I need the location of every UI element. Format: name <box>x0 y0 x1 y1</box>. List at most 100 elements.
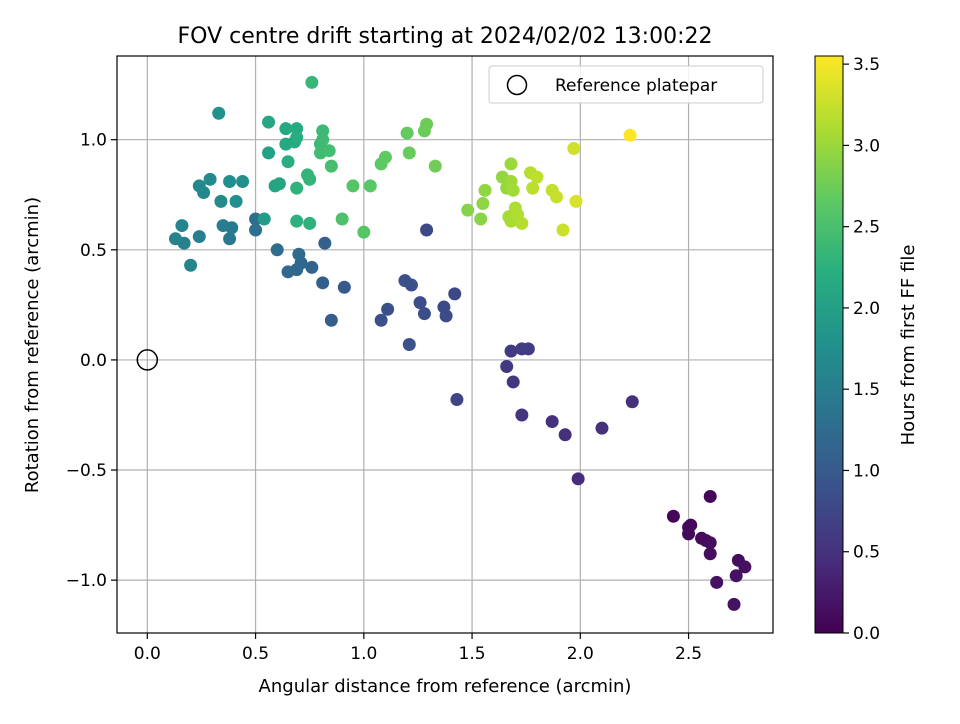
data-point <box>229 194 243 208</box>
data-point <box>595 421 609 435</box>
data-point <box>530 170 544 184</box>
legend-label: Reference platepar <box>555 76 717 96</box>
data-point <box>290 214 304 228</box>
data-point <box>417 307 431 321</box>
data-point <box>625 395 639 409</box>
data-point <box>203 172 217 186</box>
x-tick-label: 1.0 <box>350 644 377 664</box>
data-point <box>571 472 585 486</box>
data-point <box>335 212 349 226</box>
data-point <box>192 179 206 193</box>
data-point <box>666 509 680 523</box>
data-point <box>400 126 414 140</box>
data-point <box>324 159 338 173</box>
data-point <box>402 338 416 351</box>
data-point <box>506 375 520 389</box>
data-point <box>515 408 529 422</box>
data-point <box>305 75 319 89</box>
x-axis-label: Angular distance from reference (arcmin) <box>259 676 632 697</box>
data-point <box>420 117 434 131</box>
chart-title: FOV centre drift starting at 2024/02/02 … <box>178 24 713 49</box>
data-point <box>292 247 306 261</box>
y-tick-label: −1.0 <box>66 571 107 591</box>
data-point <box>249 223 263 237</box>
data-point <box>378 150 392 164</box>
data-point <box>558 428 572 442</box>
data-point <box>556 223 570 237</box>
data-point <box>398 274 412 288</box>
data-point <box>168 232 182 246</box>
data-point <box>474 212 488 226</box>
data-point <box>450 393 464 407</box>
y-tick-label: 1.0 <box>80 131 107 151</box>
colorbar-tick-label: 3.5 <box>853 55 880 75</box>
y-axis-ticks: −1.0 −0.5 0.0 0.5 1.0 <box>66 131 117 591</box>
data-points <box>168 75 752 611</box>
data-point <box>212 106 226 120</box>
data-point <box>374 313 388 327</box>
data-point <box>305 260 319 274</box>
data-point <box>290 181 304 195</box>
data-point <box>279 122 293 136</box>
data-point <box>346 179 360 193</box>
data-point <box>478 183 492 197</box>
x-tick-label: 2.5 <box>675 644 702 664</box>
y-axis-label: Rotation from reference (arcmin) <box>22 197 43 493</box>
data-point <box>500 360 514 374</box>
data-point <box>303 216 317 230</box>
y-tick-label: −0.5 <box>66 461 107 481</box>
data-point <box>223 232 237 246</box>
colorbar-tick-label: 3.0 <box>853 136 880 156</box>
data-point <box>281 155 295 169</box>
data-point <box>324 313 338 327</box>
data-point <box>504 157 518 171</box>
reference-point <box>136 349 159 371</box>
data-point <box>357 225 371 239</box>
colorbar-tick-label: 2.5 <box>853 218 880 238</box>
data-point <box>318 236 332 250</box>
colorbar-tick-label: 0.5 <box>853 543 880 563</box>
data-point <box>214 194 228 208</box>
data-point <box>322 144 336 158</box>
legend-box <box>488 65 764 104</box>
data-point <box>192 230 206 244</box>
data-point <box>316 133 330 147</box>
data-point <box>738 560 752 574</box>
data-point <box>710 575 724 589</box>
data-point <box>727 597 741 611</box>
data-point <box>703 536 717 550</box>
data-point <box>439 309 453 323</box>
data-point <box>461 203 475 217</box>
data-point <box>420 223 434 237</box>
data-point <box>682 527 696 541</box>
data-point <box>236 175 250 189</box>
data-point <box>257 212 271 226</box>
x-tick-label: 0.0 <box>134 644 161 664</box>
colorbar-tick-label: 1.5 <box>853 380 880 400</box>
data-point <box>623 128 637 142</box>
legend-marker-icon <box>506 74 528 96</box>
data-point <box>476 197 490 211</box>
data-point <box>301 168 315 182</box>
data-point <box>729 569 743 583</box>
data-point <box>281 265 295 279</box>
data-point <box>567 141 581 155</box>
grid-lines <box>117 56 773 633</box>
data-point <box>175 219 189 233</box>
data-point <box>290 130 304 144</box>
x-tick-label: 0.5 <box>242 644 269 664</box>
data-point <box>262 146 276 160</box>
legend: Reference platepar <box>488 65 764 104</box>
data-point <box>506 183 520 197</box>
data-point <box>216 219 230 233</box>
data-point <box>316 276 330 290</box>
data-point <box>504 344 518 358</box>
x-axis-ticks: 0.0 0.5 1.0 1.5 2.0 2.5 <box>134 633 702 664</box>
data-point <box>428 159 442 173</box>
y-tick-label: 0.5 <box>80 241 107 261</box>
data-point <box>549 190 563 204</box>
data-point <box>402 146 416 160</box>
plot-frame <box>116 55 774 634</box>
